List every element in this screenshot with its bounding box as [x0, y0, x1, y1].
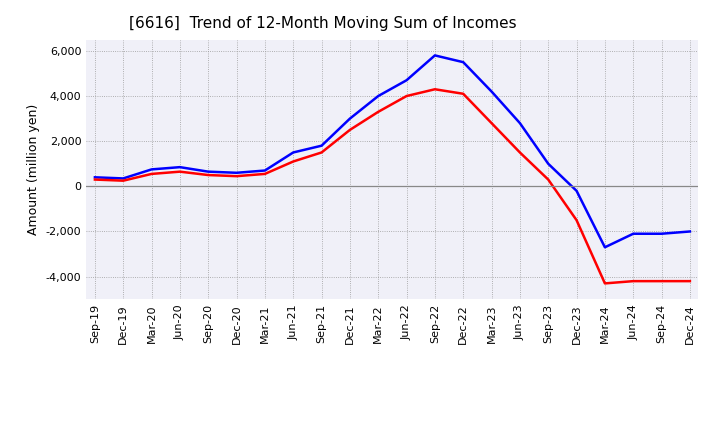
Ordinary Income: [572, 188, 581, 194]
Net Income: [91, 177, 99, 182]
Ordinary Income: [318, 143, 326, 148]
Net Income: [346, 127, 354, 132]
Ordinary Income: [119, 176, 127, 181]
Net Income: [487, 121, 496, 126]
Net Income: [516, 150, 524, 155]
Ordinary Income: [685, 229, 694, 234]
Ordinary Income: [289, 150, 297, 155]
Ordinary Income: [91, 175, 99, 180]
Ordinary Income: [233, 170, 241, 176]
Net Income: [318, 150, 326, 155]
Ordinary Income: [600, 245, 609, 250]
Net Income: [289, 159, 297, 164]
Ordinary Income: [629, 231, 637, 236]
Net Income: [148, 171, 156, 176]
Net Income: [431, 87, 439, 92]
Ordinary Income: [261, 168, 269, 173]
Net Income: [176, 169, 184, 174]
Line: Ordinary Income: Ordinary Income: [95, 55, 690, 247]
Net Income: [261, 171, 269, 176]
Text: [6616]  Trend of 12-Month Moving Sum of Incomes: [6616] Trend of 12-Month Moving Sum of I…: [130, 16, 517, 32]
Ordinary Income: [544, 161, 552, 166]
Ordinary Income: [487, 89, 496, 94]
Ordinary Income: [204, 169, 212, 174]
Ordinary Income: [346, 116, 354, 121]
Net Income: [600, 281, 609, 286]
Ordinary Income: [516, 121, 524, 126]
Ordinary Income: [148, 167, 156, 172]
Net Income: [572, 217, 581, 223]
Ordinary Income: [374, 93, 382, 99]
Ordinary Income: [657, 231, 666, 236]
Net Income: [685, 279, 694, 284]
Ordinary Income: [459, 59, 467, 65]
Ordinary Income: [402, 77, 411, 83]
Net Income: [119, 178, 127, 183]
Net Income: [544, 177, 552, 182]
Y-axis label: Amount (million yen): Amount (million yen): [27, 104, 40, 235]
Net Income: [657, 279, 666, 284]
Net Income: [459, 91, 467, 96]
Net Income: [629, 279, 637, 284]
Net Income: [204, 172, 212, 178]
Ordinary Income: [431, 53, 439, 58]
Net Income: [402, 93, 411, 99]
Net Income: [374, 109, 382, 114]
Line: Net Income: Net Income: [95, 89, 690, 283]
Net Income: [233, 173, 241, 179]
Ordinary Income: [176, 165, 184, 170]
